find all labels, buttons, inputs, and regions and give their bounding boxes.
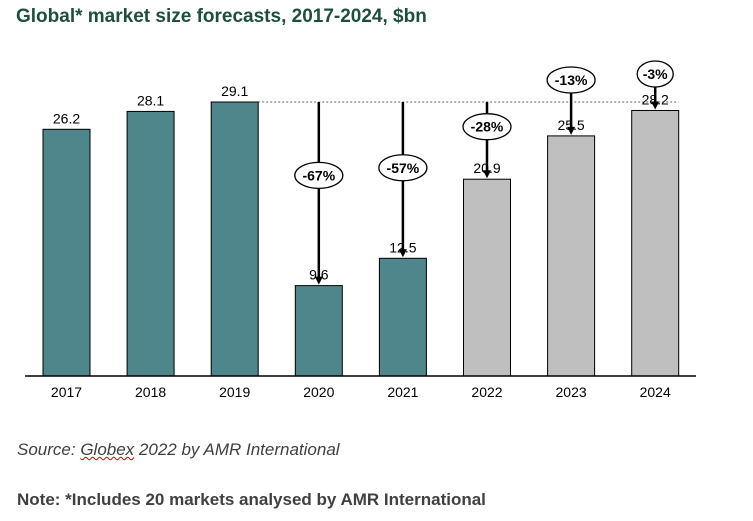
x-tick-label-2022: 2022 <box>471 384 502 400</box>
source-text: Source: Globex 2022 by AMR International <box>17 440 340 460</box>
annotation-label-2024: -3% <box>643 66 668 82</box>
annotation-label-2020: -67% <box>302 167 335 183</box>
arrow-head-2022 <box>483 170 491 179</box>
annotation-label-2022: -28% <box>471 119 504 135</box>
bar-2024 <box>631 109 680 377</box>
x-tick-label-2024: 2024 <box>640 384 671 400</box>
chart-title: Global* market size forecasts, 2017-2024… <box>16 6 427 27</box>
x-tick-label-2018: 2018 <box>135 384 166 400</box>
bar-2018 <box>126 110 175 377</box>
x-tick-label-2020: 2020 <box>303 384 334 400</box>
bar-2020 <box>294 285 343 377</box>
arrow-head-2024 <box>651 101 660 110</box>
bar-2021 <box>378 257 427 377</box>
annotation-oval-2020 <box>294 161 344 190</box>
arrow-head-2023 <box>567 126 576 135</box>
annotation-label-2021: -57% <box>387 160 420 176</box>
annotation-oval-2022 <box>462 113 512 141</box>
annotation-label-2023: -13% <box>555 72 588 88</box>
annotation-oval-2024 <box>636 60 674 88</box>
source-rest: 2022 by AMR International <box>134 440 340 459</box>
x-tick-label-2023: 2023 <box>556 384 587 400</box>
bar-2019 <box>210 101 259 377</box>
arrow-head-2021 <box>398 249 407 258</box>
x-tick-label-2017: 2017 <box>51 384 82 400</box>
bar-2017 <box>42 128 91 377</box>
annotation-oval-2021 <box>378 154 428 182</box>
annotation-oval-2023 <box>546 66 596 94</box>
value-label-2017: 26.2 <box>53 110 80 126</box>
arrow-head-2020 <box>314 276 323 285</box>
bar-2022 <box>463 178 511 377</box>
x-tick-label-2019: 2019 <box>219 384 250 400</box>
source-prefix: Source: <box>17 440 81 459</box>
bar-chart: 26.2201728.1201829.120199.6202012.520212… <box>25 60 696 400</box>
bar-2023 <box>547 135 596 377</box>
source-underlined-word: Globex <box>80 440 135 459</box>
x-tick-label-2021: 2021 <box>387 384 418 400</box>
value-label-2018: 28.1 <box>137 92 164 108</box>
note-text: Note: *Includes 20 markets analysed by A… <box>17 490 486 509</box>
value-label-2019: 29.1 <box>221 83 248 99</box>
